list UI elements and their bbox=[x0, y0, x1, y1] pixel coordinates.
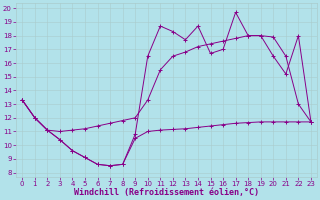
X-axis label: Windchill (Refroidissement éolien,°C): Windchill (Refroidissement éolien,°C) bbox=[74, 188, 259, 197]
